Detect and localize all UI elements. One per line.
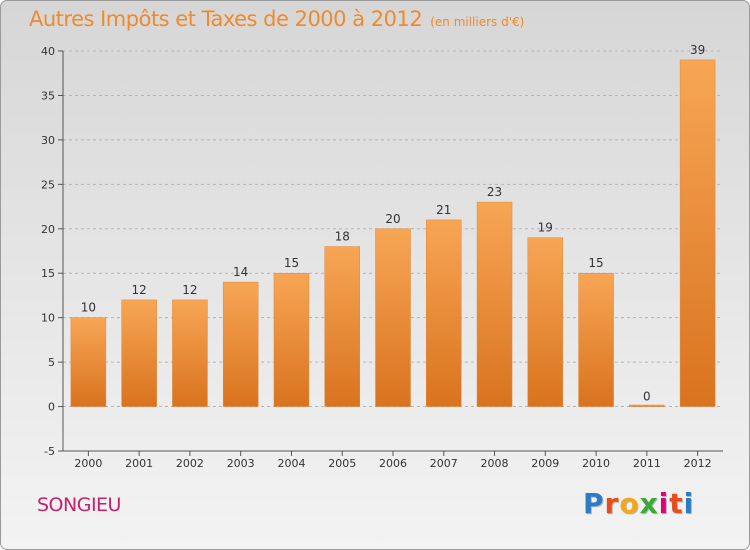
bar <box>121 299 157 407</box>
bar <box>172 299 208 407</box>
bar-value-label: 0 <box>643 390 651 404</box>
x-tick-label: 2007 <box>430 457 458 470</box>
logo-letter: i <box>658 487 670 520</box>
y-tick-label: 15 <box>41 267 55 280</box>
x-tick-label: 2006 <box>379 457 407 470</box>
bar <box>70 317 107 407</box>
commune-name: SONGIEU <box>37 494 121 516</box>
x-tick-label: 2009 <box>531 457 559 470</box>
bar <box>426 219 462 407</box>
y-tick-label: 20 <box>41 223 55 236</box>
bar <box>578 272 614 407</box>
x-tick-label: 2008 <box>481 457 509 470</box>
x-tick-label: 2004 <box>277 457 305 470</box>
bar-value-label: 12 <box>132 283 147 297</box>
bar <box>324 246 360 407</box>
y-tick-label: 0 <box>48 401 55 414</box>
x-tick-label: 2010 <box>582 457 610 470</box>
y-tick-label: 35 <box>41 89 55 102</box>
bar-value-label: 23 <box>487 185 502 199</box>
chart-subtitle: (en milliers d'€) <box>430 15 525 29</box>
bar <box>527 237 564 407</box>
bar-value-label: 39 <box>690 43 705 57</box>
bar-value-label: 20 <box>385 212 400 226</box>
x-tick-label: 2005 <box>328 457 356 470</box>
x-tick-label: 2012 <box>684 457 712 470</box>
proxiti-logo: Proxiti <box>583 487 694 520</box>
y-tick-label: 5 <box>48 356 55 369</box>
logo-letter: t <box>669 487 684 520</box>
bar <box>629 404 665 407</box>
bar-value-label: 15 <box>588 256 603 270</box>
y-tick-label: 25 <box>41 178 55 191</box>
y-tick-label: 10 <box>41 312 55 325</box>
y-tick-label: 30 <box>41 134 55 147</box>
bar <box>222 281 259 407</box>
y-tick-label: -5 <box>44 445 55 458</box>
bar <box>273 272 310 407</box>
bar-value-label: 19 <box>538 221 553 235</box>
bar-value-label: 18 <box>335 230 350 244</box>
logo-letter: i <box>683 487 695 520</box>
logo-letter: x <box>639 487 659 520</box>
logo-letter: o <box>619 487 640 520</box>
bar-value-label: 15 <box>284 256 299 270</box>
y-tick-label: 40 <box>41 45 55 58</box>
x-tick-label: 2001 <box>125 457 153 470</box>
x-tick-label: 2000 <box>74 457 102 470</box>
bar <box>679 59 716 407</box>
logo-letter: P <box>583 487 605 520</box>
x-tick-label: 2003 <box>227 457 255 470</box>
bar <box>476 201 513 407</box>
bar-value-label: 14 <box>233 265 248 279</box>
x-tick-label: 2002 <box>176 457 204 470</box>
bar-value-label: 12 <box>182 283 197 297</box>
logo-letter: r <box>604 487 620 520</box>
bar <box>375 228 411 407</box>
bar-value-label: 10 <box>81 301 96 315</box>
bar-value-label: 21 <box>436 203 451 217</box>
chart-title: Autres Impôts et Taxes de 2000 à 2012 (en… <box>29 7 525 31</box>
x-tick-label: 2011 <box>633 457 661 470</box>
